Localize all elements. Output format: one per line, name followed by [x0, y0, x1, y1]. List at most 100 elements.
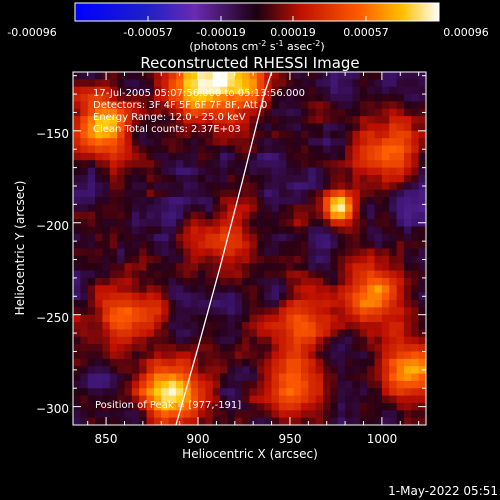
- heatmap-cell: [315, 248, 324, 257]
- heatmap-cell: [389, 380, 398, 389]
- heatmap-cell: [264, 189, 273, 198]
- heatmap-cell: [220, 138, 228, 147]
- heatmap-cell: [374, 395, 383, 404]
- heatmap-cell: [212, 395, 221, 404]
- heatmap-cell: [87, 417, 96, 425]
- heatmap-cell: [153, 277, 162, 286]
- heatmap-cell: [249, 204, 258, 213]
- heatmap-cell: [352, 197, 361, 205]
- heatmap-cell: [87, 138, 96, 147]
- heatmap-cell: [124, 79, 133, 88]
- heatmap-cell: [367, 270, 376, 279]
- heatmap-cell: [117, 344, 125, 352]
- heatmap-cell: [190, 336, 199, 345]
- heatmap-cell: [109, 138, 118, 147]
- heatmap-cell: [256, 410, 265, 419]
- heatmap-cell: [139, 277, 148, 286]
- heatmap-cell: [131, 395, 140, 404]
- heatmap-cell: [374, 402, 383, 411]
- heatmap-cell: [337, 344, 346, 352]
- heatmap-cell: [418, 248, 426, 257]
- heatmap-cell: [367, 182, 376, 191]
- heatmap-cell: [403, 395, 412, 404]
- heatmap-cell: [190, 373, 199, 382]
- heatmap-cell: [403, 277, 412, 286]
- heatmap-cell: [256, 241, 265, 249]
- heatmap-cell: [389, 204, 398, 213]
- heatmap-cell: [330, 351, 339, 360]
- heatmap-cell: [381, 116, 390, 124]
- heatmap-cell: [367, 292, 376, 301]
- heatmap-cell: [73, 86, 81, 95]
- heatmap-cell: [109, 123, 118, 132]
- heatmap-cell: [131, 219, 140, 227]
- heatmap-cell: [183, 285, 192, 294]
- heatmap-cell: [330, 219, 339, 227]
- heatmap-cell: [146, 79, 155, 88]
- heatmap-cell: [153, 204, 162, 213]
- heatmap-cell: [381, 241, 390, 249]
- heatmap-cell: [131, 145, 140, 154]
- heatmap-cell: [345, 174, 353, 183]
- heatmap-cell: [153, 248, 162, 257]
- heatmap-cell: [256, 351, 265, 360]
- heatmap-cell: [271, 116, 280, 124]
- heatmap-cell: [286, 263, 295, 272]
- heatmap-cell: [403, 285, 412, 294]
- heatmap-cell: [396, 344, 405, 352]
- heatmap-cell: [102, 248, 111, 257]
- heatmap-cell: [345, 145, 353, 154]
- heatmap-cell: [300, 277, 309, 286]
- heatmap-cell: [153, 402, 162, 411]
- heatmap-cell: [205, 255, 214, 264]
- heatmap-cell: [175, 255, 184, 264]
- heatmap-cell: [183, 94, 192, 102]
- heatmap-cell: [308, 417, 317, 425]
- heatmap-cell: [345, 366, 353, 375]
- heatmap-cell: [242, 395, 250, 404]
- heatmap-cell: [352, 344, 361, 352]
- heatmap-cell: [124, 123, 133, 132]
- heatmap-cell: [131, 86, 140, 95]
- heatmap-cell: [117, 358, 125, 367]
- heatmap-cell: [102, 130, 111, 139]
- heatmap-cell: [389, 314, 398, 323]
- heatmap-cell: [396, 402, 405, 411]
- heatmap-cell: [286, 388, 295, 397]
- heatmap-cell: [308, 270, 317, 279]
- heatmap-cell: [242, 366, 250, 375]
- heatmap-cell: [308, 307, 317, 316]
- heatmap-cell: [234, 79, 243, 88]
- heatmap-cell: [190, 366, 199, 375]
- heatmap-cell: [323, 204, 331, 213]
- heatmap-cell: [109, 373, 118, 382]
- heatmap-cell: [183, 329, 192, 338]
- heatmap-cell: [330, 402, 339, 411]
- heatmap-cell: [95, 285, 103, 294]
- heatmap-cell: [205, 402, 214, 411]
- heatmap-cell: [308, 263, 317, 272]
- heatmap-cell: [234, 219, 243, 227]
- heatmap-cell: [345, 138, 353, 147]
- heatmap-cell: [198, 174, 206, 183]
- heatmap-cell: [359, 285, 368, 294]
- heatmap-cell: [168, 410, 177, 419]
- heatmap-cell: [374, 255, 383, 264]
- heatmap-cell: [234, 94, 243, 102]
- heatmap-cell: [411, 292, 420, 301]
- heatmap-cell: [161, 410, 170, 419]
- heatmap-cell: [293, 197, 302, 205]
- heatmap-cell: [271, 336, 280, 345]
- heatmap-cell: [264, 358, 273, 367]
- heatmap-cell: [352, 189, 361, 198]
- heatmap-cell: [418, 417, 426, 425]
- heatmap-cell: [242, 101, 250, 110]
- heatmap-cell: [308, 79, 317, 88]
- heatmap-cell: [337, 366, 346, 375]
- heatmap-cell: [109, 322, 118, 330]
- annotation-energy-range: Energy Range: 12.0 - 25.0 keV: [93, 112, 246, 123]
- heatmap-cell: [256, 233, 265, 242]
- heatmap-cell: [345, 72, 353, 80]
- heatmap-cell: [175, 226, 184, 235]
- heatmap-cell: [367, 410, 376, 419]
